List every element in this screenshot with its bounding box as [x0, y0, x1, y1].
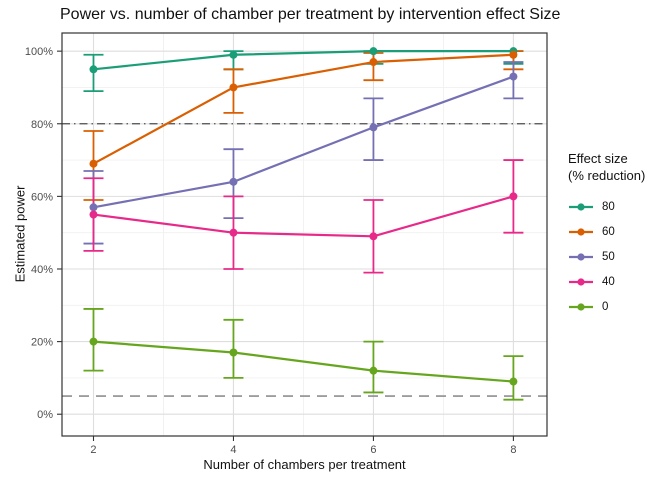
legend-key-point	[577, 277, 585, 286]
y-axis-title: Estimated power	[12, 185, 28, 283]
legend-key-point	[577, 252, 585, 261]
series-point-50	[89, 203, 98, 212]
legend-key-icon	[569, 202, 593, 211]
legend-title-line2: (% reduction)	[568, 168, 646, 183]
legend-entry-40: 40	[568, 269, 645, 294]
series-line-80	[93, 50, 514, 71]
x-tick-label: 6	[370, 444, 376, 456]
series-point-0	[369, 366, 378, 375]
legend-key-icon	[569, 252, 593, 261]
legend-key-point	[577, 202, 585, 211]
panel-border	[61, 32, 548, 437]
series-point-60	[229, 83, 238, 92]
series-point-50	[369, 123, 378, 132]
y-tick-label: 60%	[31, 191, 53, 203]
y-tick-label: 40%	[31, 264, 53, 276]
x-tick-label: 2	[90, 444, 96, 456]
legend: Effect size (% reduction) 80 60 50 40 0	[568, 150, 645, 319]
legend-title: Effect size (% reduction)	[568, 150, 645, 184]
x-axis-title: Number of chambers per treatment	[203, 457, 406, 472]
legend-key-icon	[569, 302, 593, 311]
legend-entry-label: 60	[602, 225, 615, 238]
series-line-60	[92, 53, 514, 165]
series-point-60	[369, 58, 378, 67]
legend-entry-80: 80	[568, 194, 645, 219]
series-point-0	[509, 377, 518, 386]
series-point-0	[229, 348, 238, 357]
series-point-60	[89, 159, 98, 168]
x-tick-label: 4	[230, 444, 236, 456]
series-point-80	[89, 65, 98, 74]
series-line-50	[93, 75, 514, 209]
legend-key-icon	[569, 227, 593, 236]
series-point-40	[509, 192, 518, 201]
series-point-50	[509, 72, 518, 81]
series-point-50	[229, 177, 238, 186]
legend-entry-label: 0	[602, 300, 609, 313]
legend-title-line1: Effect size	[568, 151, 628, 166]
legend-entries: 80 60 50 40 0	[568, 194, 645, 319]
legend-entry-50: 50	[568, 244, 645, 269]
y-tick-label: 100%	[25, 46, 53, 58]
series-point-60	[509, 50, 518, 59]
y-tick-label: 0%	[37, 409, 53, 421]
legend-entry-label: 50	[602, 250, 615, 263]
series-point-80	[229, 50, 238, 59]
legend-entry-label: 80	[602, 200, 615, 213]
series-point-0	[89, 337, 98, 346]
legend-key-icon	[569, 277, 593, 286]
legend-entry-60: 60	[568, 219, 645, 244]
legend-key-point	[577, 227, 585, 236]
series-point-40	[369, 232, 378, 241]
chart-title: Power vs. number of chamber per treatmen…	[60, 6, 561, 23]
series-point-80	[369, 47, 378, 56]
legend-entry-label: 40	[602, 275, 615, 288]
legend-key-point	[577, 302, 585, 311]
series-line-40	[93, 195, 514, 238]
series-point-40	[89, 210, 98, 219]
y-tick-label: 20%	[31, 337, 53, 349]
legend-entry-0: 0	[568, 294, 645, 319]
series-point-40	[229, 228, 238, 237]
y-tick-label: 80%	[31, 119, 53, 131]
x-tick-label: 8	[510, 444, 516, 456]
series-line-0	[93, 340, 514, 383]
